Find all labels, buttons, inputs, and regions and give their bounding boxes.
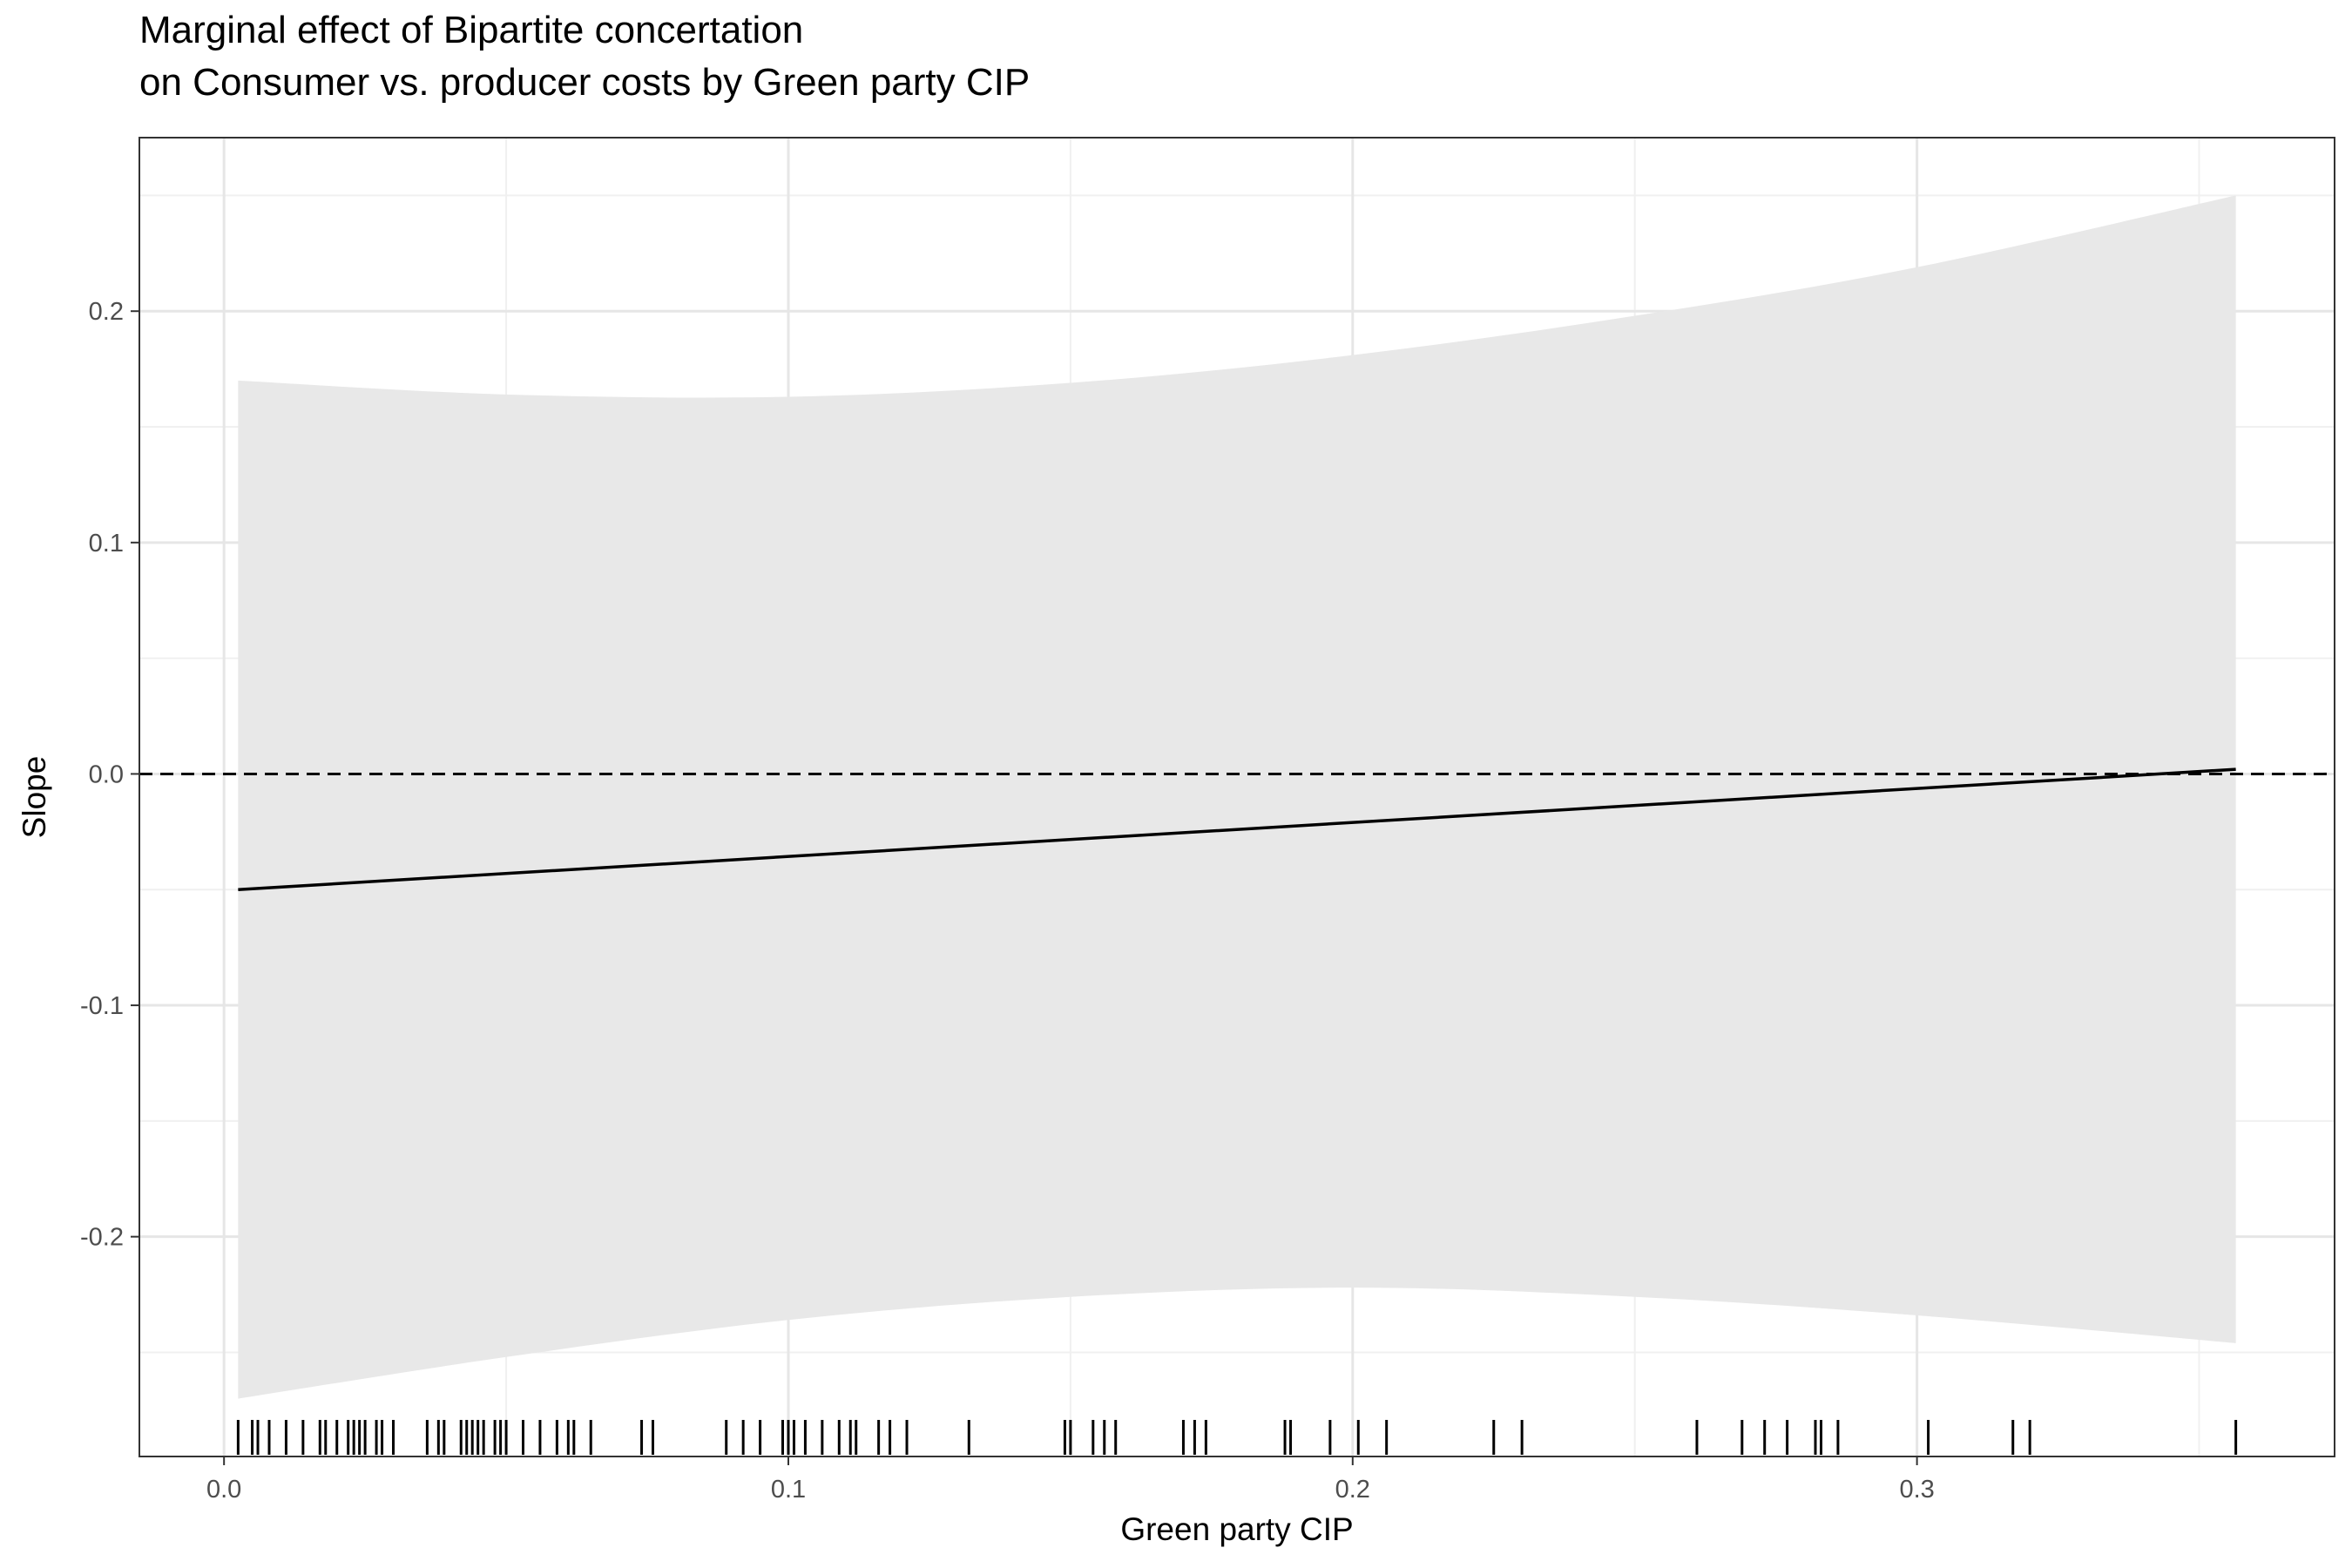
x-tick-label: 0.0 — [206, 1476, 241, 1504]
x-tick-label: 0.1 — [771, 1476, 806, 1504]
rug-marks — [236, 1420, 2238, 1455]
y-tick-label: -0.1 — [80, 992, 124, 1020]
marginal-effect-line — [238, 767, 2236, 891]
y-axis: -0.2 -0.1 0.0 0.1 0.2 — [80, 298, 139, 1252]
y-tick-label: 0.1 — [89, 530, 124, 558]
x-tick-label: 0.2 — [1335, 1476, 1370, 1504]
y-tick-label: 0.0 — [89, 760, 124, 788]
chart-title-line-1: Marginal effect of Bipartite concertatio… — [139, 9, 804, 51]
x-tick-label: 0.3 — [1899, 1476, 1934, 1504]
y-tick-label: 0.2 — [89, 298, 124, 326]
panel-border — [139, 137, 2335, 1457]
chart-title-line-2: on Consumer vs. producer costs by Green … — [139, 61, 1031, 104]
y-tick-label: -0.2 — [80, 1224, 124, 1252]
x-axis-title: Green party CIP — [1120, 1511, 1353, 1547]
x-axis: 0.0 0.1 0.2 0.3 — [206, 1456, 1935, 1504]
confidence-ribbon — [238, 195, 2236, 1399]
y-axis-title: Slope — [17, 756, 52, 839]
